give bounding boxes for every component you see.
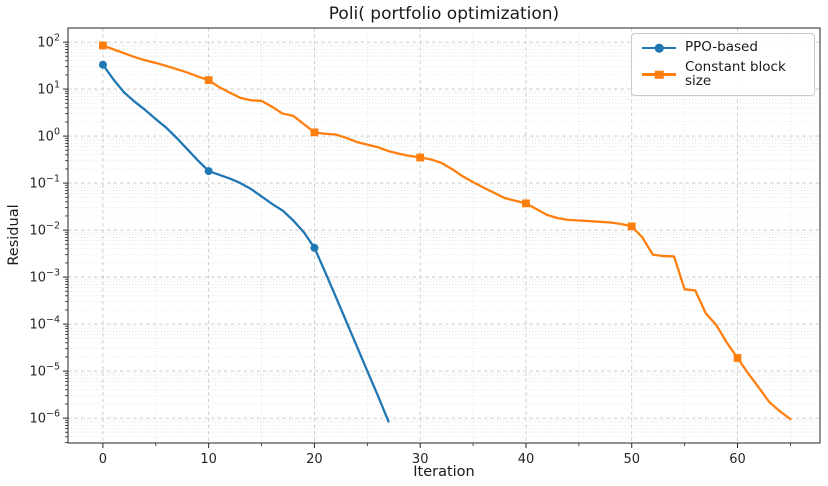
y-tick-label: 10−4: [29, 315, 60, 333]
marker-square-constant-block-size: [733, 354, 742, 362]
y-tick-label: 10−5: [29, 362, 60, 380]
series-line-constant-block-size: [101, 44, 792, 421]
y-tick-label: 101: [37, 80, 60, 98]
circle-marker-icon: [642, 41, 676, 55]
axes-spines: [67, 27, 821, 444]
x-tick-label: 60: [729, 452, 746, 467]
legend-item-constant-block-size: Constant block size: [642, 59, 804, 89]
legend-item-ppo-based: PPO-based: [642, 41, 804, 55]
x-tick-label: 10: [200, 452, 217, 467]
marker-circle-ppo-based: [98, 60, 107, 69]
y-tick-label: 10−1: [29, 174, 60, 192]
y-tick-label: 100: [37, 127, 60, 145]
marker-square-constant-block-size: [522, 199, 530, 208]
x-axis-label: Iteration: [413, 464, 475, 480]
marker-square-constant-block-size: [310, 128, 319, 137]
y-tick-label: 10−2: [29, 221, 60, 239]
chart-title: Poli( portfolio optimization): [328, 4, 560, 24]
legend-label-constant-block-size: Constant block size: [685, 59, 786, 89]
marker-square-constant-block-size: [416, 153, 425, 162]
square-marker-icon: [642, 68, 676, 82]
x-tick-label: 50: [623, 452, 640, 467]
marker-square-constant-block-size: [99, 41, 107, 50]
marker-square-constant-block-size: [204, 76, 213, 85]
y-tick-label: 102: [37, 33, 60, 51]
legend-label-ppo-based: PPO-based: [685, 39, 758, 56]
series-line-ppo-based: [101, 63, 390, 423]
y-tick-label: 10−6: [29, 409, 60, 427]
marker-circle-ppo-based: [310, 243, 319, 252]
y-tick-label: 10−3: [29, 268, 60, 286]
x-tick-label: 40: [518, 452, 535, 467]
x-tick-label: 30: [412, 452, 429, 467]
marker-circle-ppo-based: [204, 167, 213, 176]
x-tick-label: 20: [306, 452, 323, 467]
legend: PPO-based Constant block size: [631, 33, 815, 96]
x-tick-label: 0: [99, 452, 107, 467]
marker-square-constant-block-size: [627, 222, 636, 231]
